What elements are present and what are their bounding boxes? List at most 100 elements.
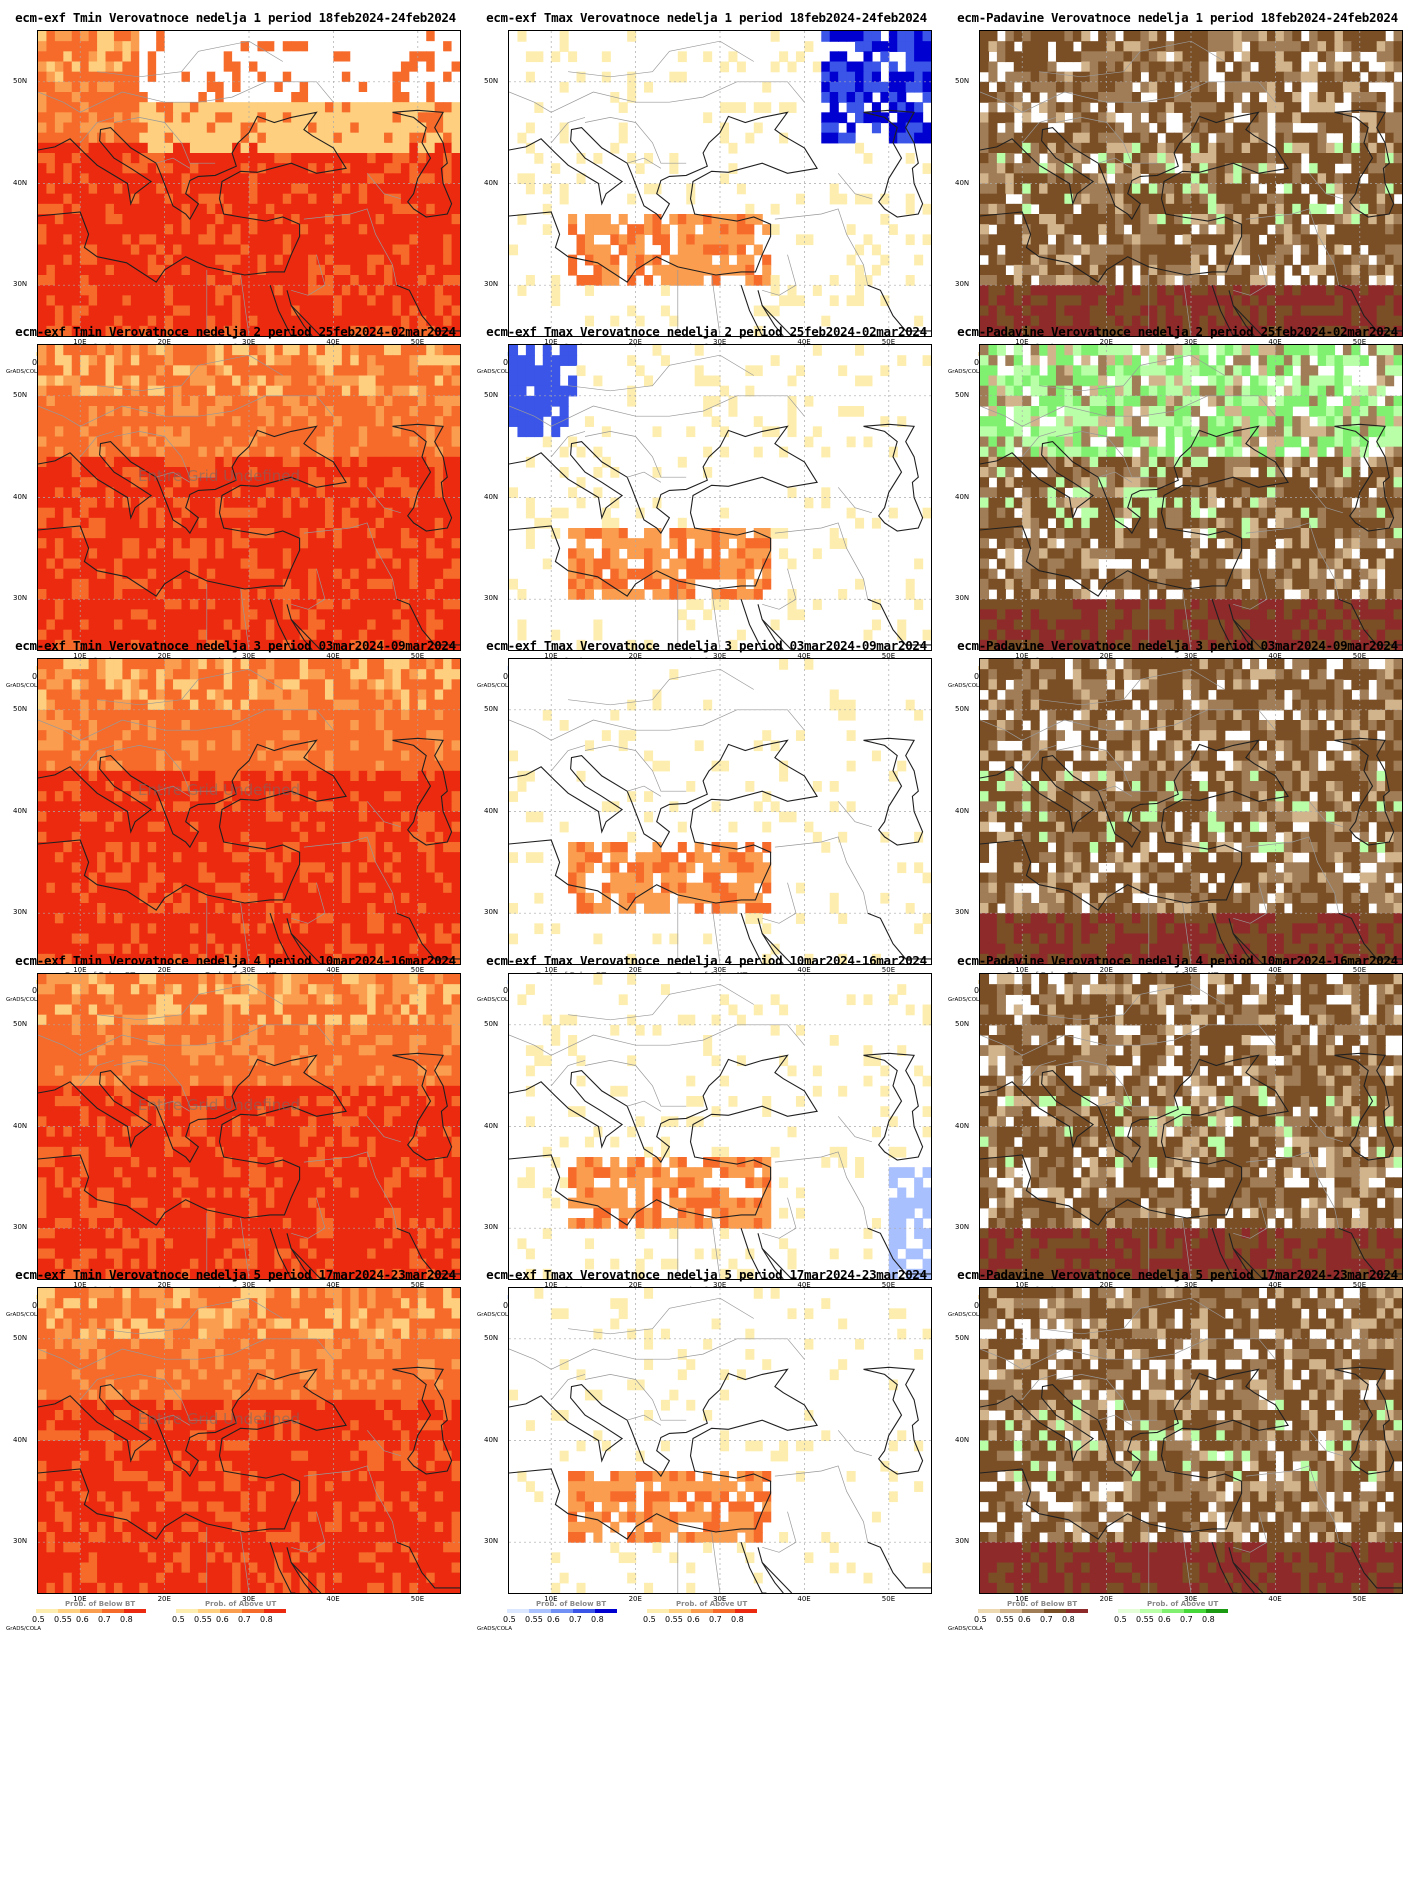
- coastline-caspian: [392, 1052, 453, 1161]
- longitude-label: 10E: [73, 1595, 87, 1603]
- latitude-label: 40N: [484, 178, 499, 187]
- country-border: [113, 745, 216, 792]
- probability-map: [508, 658, 932, 965]
- map-field: [980, 345, 1402, 650]
- latitude-label: 30N: [13, 1223, 28, 1232]
- legend-color-bar: [1118, 1609, 1228, 1613]
- country-border: [1245, 836, 1340, 914]
- country-border: [1021, 1060, 1057, 1087]
- country-border: [240, 274, 250, 336]
- country-border: [1021, 1374, 1057, 1401]
- country-border: [303, 208, 398, 286]
- panel-title: ecm-exf Tmin Verovatnoce nedelja 2 perio…: [15, 324, 456, 339]
- country-border: [509, 719, 552, 741]
- latitude-label: 50N: [484, 76, 499, 85]
- country-border: [762, 1511, 797, 1553]
- coastline-red-sea: [1211, 1542, 1238, 1593]
- coastline-mediterranean: [38, 739, 348, 911]
- country-border: [1021, 745, 1057, 772]
- coastline-arabia: [290, 1248, 322, 1279]
- forecast-panel: ecm-Padavine Verovatnoce nedelja 3 perio…: [942, 628, 1413, 1007]
- longitude-label: 30E: [242, 966, 256, 974]
- legend-above: Prob. of Above UT 0.5 0.55 0.6 0.7 0.8: [1112, 1600, 1247, 1633]
- coastline-caspian: [863, 423, 924, 532]
- legend-color-bar: [647, 1609, 757, 1613]
- legend-title: Prob. of Above UT: [205, 1600, 277, 1608]
- forecast-panel: ecm-exf Tmax Verovatnoce nedelja 2 perio…: [471, 314, 942, 693]
- longitude-label: 10E: [1015, 966, 1029, 974]
- longitude-label: 40E: [326, 338, 340, 346]
- longitude-label: 10E: [544, 1281, 558, 1289]
- country-border: [980, 91, 1023, 113]
- panel-title: ecm-exf Tmax Verovatnoce nedelja 1 perio…: [486, 10, 927, 25]
- graticule: [980, 31, 1402, 336]
- coastline-mediterranean: [509, 1368, 819, 1540]
- grads-credit: GrADS/COLA: [477, 1312, 512, 1318]
- longitude-label: 50E: [881, 966, 896, 974]
- probability-map: [979, 30, 1403, 337]
- longitude-label: 50E: [881, 338, 896, 346]
- country-border: [97, 354, 283, 392]
- longitude-label: 30E: [1184, 652, 1198, 660]
- coastline-red-sea-east: [1228, 290, 1255, 336]
- probability-map: Entire Grid Undefined: [37, 1287, 461, 1594]
- grads-credit: GrADS/COLA: [477, 369, 512, 375]
- longitude-label: 20E: [628, 338, 642, 346]
- longitude-label: 20E: [628, 652, 642, 660]
- grid-undefined-notice: Entire Grid Undefined: [138, 781, 301, 799]
- country-border: [38, 91, 81, 113]
- coastline-red-sea-east: [286, 604, 313, 650]
- map-field: [509, 31, 931, 336]
- longitude-label: 20E: [1099, 338, 1113, 346]
- coastline-arabia: [290, 619, 322, 650]
- probability-map: [508, 1287, 932, 1594]
- country-border: [79, 1374, 115, 1401]
- panel-title: ecm-Padavine Verovatnoce nedelja 1 perio…: [957, 10, 1398, 25]
- longitude-label: 30E: [1184, 338, 1198, 346]
- latitude-label: 50N: [13, 76, 28, 85]
- longitude-label: 10E: [544, 338, 558, 346]
- grads-credit: GrADS/COLA: [948, 683, 983, 689]
- country-border: [762, 1197, 797, 1239]
- grid-undefined-notice: Entire Grid Undefined: [138, 1096, 301, 1114]
- longitude-label: 10E: [544, 966, 558, 974]
- longitude-label: 40E: [797, 652, 811, 660]
- latitude-label: 30N: [13, 594, 28, 603]
- longitude-label: 20E: [157, 966, 171, 974]
- country-border: [980, 1034, 1023, 1056]
- country-border: [1182, 274, 1192, 336]
- longitude-label: 20E: [628, 1595, 642, 1603]
- latitude-label: 30N: [484, 1537, 499, 1546]
- coastline-red-sea-east: [1228, 604, 1255, 650]
- coastline-arabia: [1232, 619, 1264, 650]
- coastline-caspian: [863, 737, 924, 846]
- probability-field: [980, 31, 1402, 336]
- forecast-panel: ecm-exf Tmax Verovatnoce nedelja 4 perio…: [471, 943, 942, 1322]
- coastline-red-sea: [269, 1542, 296, 1593]
- legend-tick: 0.5: [172, 1615, 185, 1624]
- longitude-label: 20E: [157, 338, 171, 346]
- longitude-label: 30E: [713, 652, 727, 660]
- legend-color-bar: [176, 1609, 286, 1613]
- panel-title: ecm-exf Tmin Verovatnoce nedelja 5 perio…: [15, 1267, 456, 1282]
- coastline-mediterranean: [980, 425, 1290, 597]
- graticule: [509, 345, 931, 650]
- longitude-label: 40E: [326, 1281, 340, 1289]
- probability-map: Entire Grid Undefined: [37, 344, 461, 651]
- country-border: [837, 1430, 873, 1457]
- country-border: [80, 81, 334, 113]
- country-border: [1098, 471, 1133, 483]
- country-border: [97, 983, 283, 1021]
- legend-ticks: 0.5 0.55 0.6 0.7 0.8: [1114, 1615, 1244, 1625]
- longitude-label: 20E: [157, 1281, 171, 1289]
- panel-title: ecm-exf Tmin Verovatnoce nedelja 3 perio…: [15, 638, 456, 653]
- map-field: [38, 31, 460, 336]
- country-border: [551, 395, 805, 427]
- country-border: [1245, 522, 1340, 600]
- country-border: [113, 1060, 216, 1107]
- country-border: [38, 1034, 81, 1056]
- coastline-red-sea: [1211, 285, 1238, 336]
- country-border: [1022, 81, 1276, 113]
- latitude-label: 50N: [955, 1019, 970, 1028]
- country-border: [550, 745, 586, 772]
